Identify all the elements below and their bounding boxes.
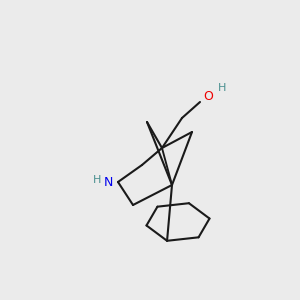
- Text: H: H: [218, 83, 226, 93]
- Text: H: H: [93, 175, 101, 185]
- Text: O: O: [203, 91, 213, 103]
- Text: N: N: [103, 176, 113, 188]
